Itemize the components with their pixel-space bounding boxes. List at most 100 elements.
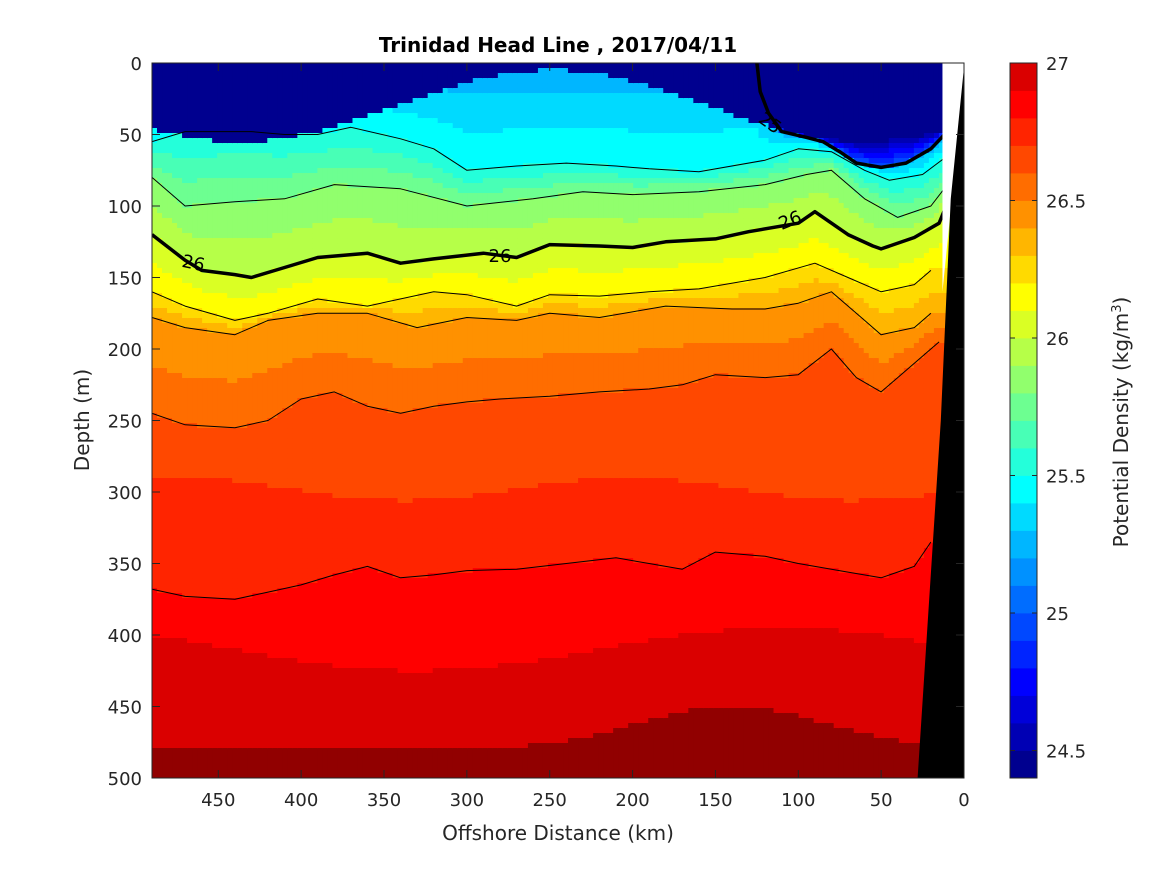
density-cell <box>157 113 163 119</box>
density-cell <box>287 628 293 634</box>
density-cell <box>247 158 253 164</box>
density-cell <box>202 313 208 319</box>
density-cell <box>197 723 203 729</box>
density-cell <box>177 653 183 659</box>
density-cell <box>182 228 188 234</box>
density-cell <box>307 743 313 749</box>
density-cell <box>312 678 318 684</box>
density-cell <box>287 283 293 289</box>
density-cell <box>222 428 228 434</box>
density-cell <box>322 688 328 694</box>
density-cell <box>282 693 288 699</box>
density-cell <box>217 653 223 659</box>
density-cell <box>312 488 318 494</box>
density-cell <box>232 718 238 724</box>
density-cell <box>287 453 293 459</box>
density-cell <box>202 763 208 769</box>
density-cell <box>247 473 253 479</box>
density-cell <box>292 573 298 579</box>
density-cell <box>252 528 258 534</box>
density-cell <box>197 83 203 89</box>
density-cell <box>292 688 298 694</box>
density-cell <box>247 123 253 129</box>
density-cell <box>277 488 283 494</box>
density-cell <box>292 438 298 444</box>
density-cell <box>217 713 223 719</box>
density-cell <box>207 218 213 224</box>
density-cell <box>287 63 293 69</box>
density-cell <box>237 503 243 509</box>
density-cell <box>277 358 283 364</box>
density-cell <box>237 533 243 539</box>
density-cell <box>262 73 268 79</box>
density-cell <box>192 178 198 184</box>
density-cell <box>177 143 183 149</box>
density-cell <box>272 578 278 584</box>
density-cell <box>227 163 233 169</box>
density-cell <box>237 428 243 434</box>
density-cell <box>242 98 248 104</box>
density-cell <box>302 108 308 114</box>
density-cell <box>197 678 203 684</box>
density-cell <box>152 738 158 744</box>
density-cell <box>312 548 318 554</box>
density-cell <box>227 578 233 584</box>
density-cell <box>272 603 278 609</box>
density-cell <box>232 148 238 154</box>
density-cell <box>177 733 183 739</box>
density-cell <box>217 708 223 714</box>
density-cell <box>167 358 173 364</box>
density-cell <box>257 208 263 214</box>
density-cell <box>202 498 208 504</box>
density-cell <box>197 468 203 474</box>
density-cell <box>217 298 223 304</box>
density-cell <box>197 108 203 114</box>
density-cell <box>257 278 263 284</box>
density-cell <box>167 638 173 644</box>
density-cell <box>272 503 278 509</box>
density-cell <box>177 728 183 734</box>
density-cell <box>262 618 268 624</box>
density-cell <box>207 628 213 634</box>
density-cell <box>252 713 258 719</box>
density-cell <box>317 443 323 449</box>
density-cell <box>197 163 203 169</box>
density-cell <box>227 193 233 199</box>
density-cell <box>247 398 253 404</box>
density-cell <box>262 138 268 144</box>
density-cell <box>277 363 283 369</box>
density-cell <box>177 78 183 84</box>
density-cell <box>272 558 278 564</box>
density-cell <box>192 438 198 444</box>
density-cell <box>282 738 288 744</box>
density-cell <box>207 573 213 579</box>
density-cell <box>232 208 238 214</box>
density-cell <box>297 318 303 324</box>
density-cell <box>297 543 303 549</box>
density-cell <box>182 538 188 544</box>
density-cell <box>242 203 248 209</box>
density-cell <box>242 143 248 149</box>
density-cell <box>287 768 293 774</box>
density-cell <box>272 293 278 299</box>
density-cell <box>192 683 198 689</box>
density-cell <box>217 308 223 314</box>
density-cell <box>162 83 168 89</box>
density-cell <box>242 73 248 79</box>
density-cell <box>227 233 233 239</box>
density-cell <box>297 118 303 124</box>
density-cell <box>252 438 258 444</box>
density-cell <box>167 88 173 94</box>
density-cell <box>212 703 218 709</box>
density-cell <box>157 268 163 274</box>
density-cell <box>217 168 223 174</box>
density-cell <box>212 123 218 129</box>
density-cell <box>187 368 193 374</box>
density-cell <box>192 608 198 614</box>
density-cell <box>152 593 158 599</box>
density-cell <box>267 63 273 69</box>
density-cell <box>197 388 203 394</box>
density-cell <box>222 278 228 284</box>
density-cell <box>237 223 243 229</box>
density-cell <box>277 708 283 714</box>
